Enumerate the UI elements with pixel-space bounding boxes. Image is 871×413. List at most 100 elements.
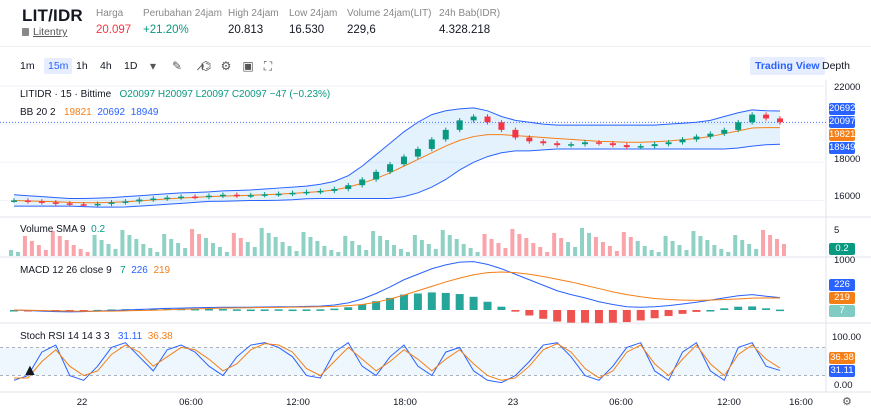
timeframe-1m[interactable]: 1m [20, 60, 35, 72]
settings-icon[interactable]: ⚙ [842, 396, 852, 408]
volume-bar [419, 240, 424, 256]
trading-view-button[interactable]: Trading View [750, 57, 825, 75]
bollinger-upper-line [13, 107, 781, 200]
time-axis-label: 12:00 [286, 397, 310, 408]
volume-bar [113, 249, 118, 256]
time-axis-label: 22 [76, 397, 88, 408]
volume-bar [385, 240, 390, 256]
volume-bar [29, 241, 34, 256]
volume-bar [266, 233, 271, 256]
compare-icon[interactable]: ⌬ [200, 59, 212, 73]
candle-body [777, 118, 783, 123]
settings-icon[interactable]: ⚙ [220, 59, 232, 73]
volume-bar [120, 230, 125, 256]
volume-bar [614, 251, 619, 256]
volume-bar [754, 249, 759, 256]
candle-body [317, 190, 324, 193]
candle-body [164, 197, 171, 200]
macd-histogram-bar [553, 310, 562, 322]
volume-bar [691, 231, 696, 256]
volume-bar [36, 245, 41, 256]
volume-bar [287, 246, 292, 256]
candle-body [289, 192, 296, 195]
volume-bar [71, 245, 76, 256]
candle-body [24, 200, 31, 202]
save-icon[interactable]: ▣ [242, 59, 254, 73]
macd-histogram-bar [204, 309, 213, 311]
token-icon [22, 28, 29, 36]
macd-histogram-bar [386, 297, 395, 310]
macd-histogram-bar [427, 292, 436, 310]
time-axis-label: 06:00 [609, 397, 633, 408]
indicator-icon[interactable]: ⩘ [196, 59, 204, 73]
candle-body [679, 139, 686, 143]
macd-signal-line [13, 271, 781, 312]
stat-label: Perubahan 24jam [143, 8, 222, 19]
pair-subtitle-link[interactable]: Litentry [22, 26, 67, 38]
macd-histogram-bar [594, 310, 603, 324]
volume-bar [600, 242, 605, 256]
candle-body [122, 201, 129, 203]
volume-bar [775, 239, 779, 256]
volume-bar [106, 244, 111, 256]
macd-histogram-bar [539, 310, 548, 319]
candle-body [609, 143, 616, 146]
volume-bar [22, 236, 27, 256]
candle-body [192, 196, 199, 199]
volume-bar [566, 242, 571, 256]
volume-bar [559, 238, 564, 256]
pen-icon[interactable]: ✎ [171, 59, 183, 73]
volume-bar [468, 248, 473, 256]
timeframe-15m[interactable]: 15m [44, 58, 73, 74]
fullscreen-icon[interactable]: ⛶ [263, 59, 273, 73]
volume-bar [364, 250, 369, 256]
macd-histogram-bar [776, 309, 784, 312]
volume-bar [733, 235, 738, 256]
timeframe-1h[interactable]: 1h [76, 60, 88, 72]
price-axis-label: 22000 [834, 82, 861, 93]
macd-value-tag: 226 [829, 279, 855, 291]
macd-histogram-bar [358, 304, 367, 310]
macd-histogram-bar [692, 310, 701, 312]
candle-body [763, 114, 770, 119]
macd-histogram-bar [302, 309, 311, 311]
volume-bar [392, 245, 397, 256]
volume-bar [489, 239, 494, 256]
chart-legend: LITIDR · 15 · Bittime O20097 H20097 L200… [20, 89, 331, 100]
timeframe-4h[interactable]: 4h [100, 60, 112, 72]
candle-body [108, 202, 115, 204]
macd-histogram-bar [664, 310, 673, 317]
volume-bar [587, 233, 592, 256]
time-axis-label: 12:00 [717, 397, 741, 408]
timeframe-1D[interactable]: 1D [124, 60, 138, 72]
volume-bar [245, 242, 250, 256]
trading-chart[interactable] [0, 80, 871, 413]
stat-value: 20.097 [96, 24, 132, 36]
volume-bar [169, 239, 174, 256]
volume-bar [155, 252, 160, 256]
volume-bar [238, 238, 243, 256]
candle-body [595, 142, 602, 144]
volume-bar [580, 228, 585, 256]
volume-bar [350, 241, 355, 256]
volume-bar [433, 249, 438, 256]
volume-bar [593, 237, 598, 256]
candle-body [94, 203, 101, 206]
volume-bar [747, 244, 752, 256]
volume-bar [371, 231, 376, 256]
price-value-tag: 19821 [829, 129, 856, 141]
volume-bar [50, 231, 55, 256]
macd-value-tag: 219 [829, 292, 855, 304]
macd-line [13, 261, 781, 313]
candle-body [693, 136, 700, 140]
volume-bar [538, 247, 543, 256]
chevron-down-icon[interactable]: ▾ [149, 59, 157, 73]
volume-bar [740, 240, 745, 256]
candle-body [623, 145, 630, 148]
stat-0: Harga 20.097 [96, 8, 131, 36]
depth-button[interactable]: Depth [822, 60, 851, 72]
volume-bar [127, 235, 132, 256]
volume-bar [405, 252, 410, 256]
volume-bar [552, 233, 557, 256]
volume-bar [294, 251, 299, 256]
